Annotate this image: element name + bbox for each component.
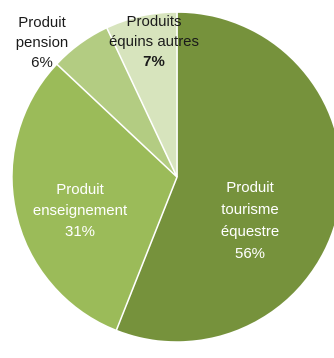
slice-label-line: enseignement xyxy=(33,202,128,219)
slice-label-line: Produit xyxy=(226,179,274,196)
slice-label-0: Produit tourisme équestre 56% xyxy=(221,179,279,262)
slice-value-label: 56% xyxy=(235,245,265,262)
slice-label-2: Produit pension 6% xyxy=(16,14,69,71)
pie-slice-3 xyxy=(105,11,178,178)
slice-value-label: 31% xyxy=(65,223,95,240)
slice-value-label: 6% xyxy=(31,54,53,71)
slice-value-label: 7% xyxy=(143,53,165,70)
pie-slices xyxy=(11,11,334,343)
slice-label-line: Produit xyxy=(18,14,66,31)
slice-label-line: équins autres xyxy=(109,33,199,50)
slice-label-line: équestre xyxy=(221,223,279,240)
pie-slice-1 xyxy=(11,62,178,332)
slice-label-line: Produits xyxy=(126,13,181,30)
slice-label-line: pension xyxy=(16,34,69,51)
slice-label-1: Produit enseignement 31% xyxy=(33,181,128,240)
slice-label-line: Produit xyxy=(56,181,104,198)
slice-label-3: Produits équins autres 7% xyxy=(109,13,199,70)
pie-labels: Produit tourisme équestre 56% Produit enseign… xyxy=(16,13,279,262)
pie-slice-0 xyxy=(115,11,334,343)
slice-label-line: tourisme xyxy=(221,201,279,218)
